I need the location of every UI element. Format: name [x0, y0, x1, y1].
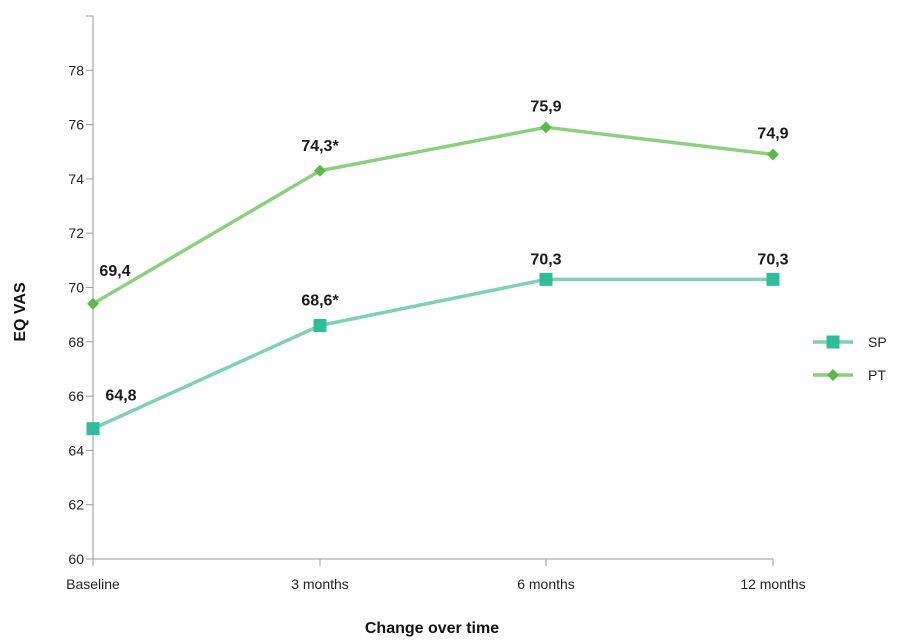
legend-label: SP — [868, 334, 887, 350]
axes — [92, 16, 773, 560]
pt-marker — [314, 164, 326, 177]
x-tick-label: Baseline — [66, 576, 120, 592]
sp-marker — [86, 422, 100, 436]
ticks: 60 62 64 66 68 70 72 74 76 78 Baseline 3 months 6 mo… — [66, 15, 806, 592]
data-labels: 64,8 68,6* 70,3 70,3 69,4 74,3* 75,9 74,9 — [99, 98, 788, 404]
legend-label: PT — [868, 367, 886, 383]
series-layer — [86, 121, 780, 436]
sp-data-label: 64,8 — [105, 388, 136, 405]
y-tick-label: 66 — [68, 388, 84, 404]
sp-data-label: 68,6* — [301, 293, 339, 310]
sp-marker — [766, 272, 780, 286]
x-tick-label: 6 months — [517, 576, 575, 592]
legend: SP PT — [813, 334, 887, 383]
y-tick-label: 78 — [68, 62, 84, 78]
pt-series-line — [92, 125, 774, 306]
pt-data-label: 74,3* — [301, 138, 339, 155]
sp-data-label: 70,3 — [530, 251, 561, 268]
sp-marker — [539, 272, 553, 286]
pt-data-label: 74,9 — [757, 125, 788, 142]
x-tick-label: 3 months — [291, 576, 349, 592]
y-tick-label: 68 — [68, 334, 84, 350]
sp-marker — [826, 335, 840, 349]
sp-series-line — [92, 277, 773, 431]
pt-marker — [87, 297, 99, 310]
pt-marker — [540, 121, 552, 134]
y-tick-label: 72 — [68, 225, 84, 241]
pt-marker — [827, 369, 839, 381]
pt-data-label: 75,9 — [530, 98, 561, 115]
y-axis-title: EQ VAS — [12, 282, 29, 342]
sp-data-label: 70,3 — [757, 251, 788, 268]
y-tick-label: 60 — [68, 551, 84, 567]
y-tick-label: 74 — [68, 171, 84, 187]
sp-marker — [313, 319, 327, 333]
y-tick-label: 70 — [68, 280, 84, 296]
x-axis-title: Change over time — [365, 620, 499, 637]
y-tick-label: 62 — [68, 497, 84, 513]
pt-marker — [767, 148, 779, 161]
pt-data-label: 69,4 — [99, 263, 130, 280]
y-tick-label: 64 — [68, 442, 84, 458]
y-tick-label: 76 — [68, 117, 84, 133]
x-tick-label: 12 months — [740, 576, 805, 592]
